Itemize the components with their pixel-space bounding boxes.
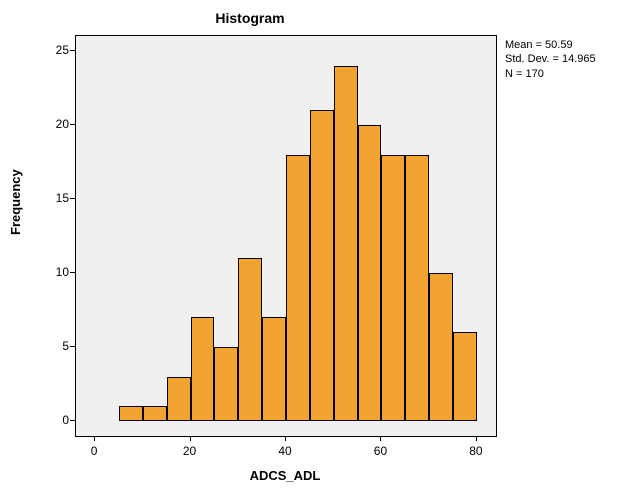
histogram-bar [429,273,453,421]
histogram-bar [262,317,286,421]
histogram-bar [310,110,334,421]
plot-area [75,35,497,437]
histogram-bar [214,347,238,421]
stat-n: N = 170 [505,67,596,81]
histogram-bar [453,332,477,421]
histogram-bar [405,155,429,422]
y-tick-mark [70,346,75,347]
x-tick-mark [94,436,95,441]
histogram-bar [334,66,358,422]
y-tick-mark [70,420,75,421]
histogram-bar [286,155,310,422]
x-tick-mark [476,436,477,441]
x-tick-mark [190,436,191,441]
x-tick-label: 80 [469,444,482,458]
histogram-bar [167,377,191,421]
stat-sd: Std. Dev. = 14.965 [505,52,596,66]
histogram-bar [238,258,262,421]
y-tick-label: 15 [39,191,69,205]
stat-mean: Mean = 50.59 [505,38,596,52]
histogram-bar [358,125,382,421]
x-tick-label: 20 [183,444,196,458]
y-tick-label: 25 [39,43,69,57]
x-tick-mark [380,436,381,441]
stats-box: Mean = 50.59 Std. Dev. = 14.965 N = 170 [505,38,596,81]
x-tick-label: 40 [278,444,291,458]
x-tick-mark [285,436,286,441]
chart-title: Histogram [0,10,500,26]
y-tick-label: 20 [39,117,69,131]
histogram-bar [191,317,215,421]
histogram-bar [119,406,143,421]
y-tick-mark [70,124,75,125]
x-axis-label: ADCS_ADL [75,468,495,483]
histogram-chart: Histogram Frequency ADCS_ADL Mean = 50.5… [0,0,629,504]
y-tick-label: 10 [39,265,69,279]
x-tick-label: 0 [91,444,98,458]
y-tick-mark [70,50,75,51]
x-tick-label: 60 [374,444,387,458]
histogram-bar [143,406,167,421]
y-tick-label: 0 [39,413,69,427]
histogram-bar [381,155,405,422]
y-tick-mark [70,198,75,199]
y-tick-mark [70,272,75,273]
y-tick-label: 5 [39,339,69,353]
y-axis-label: Frequency [8,169,23,235]
